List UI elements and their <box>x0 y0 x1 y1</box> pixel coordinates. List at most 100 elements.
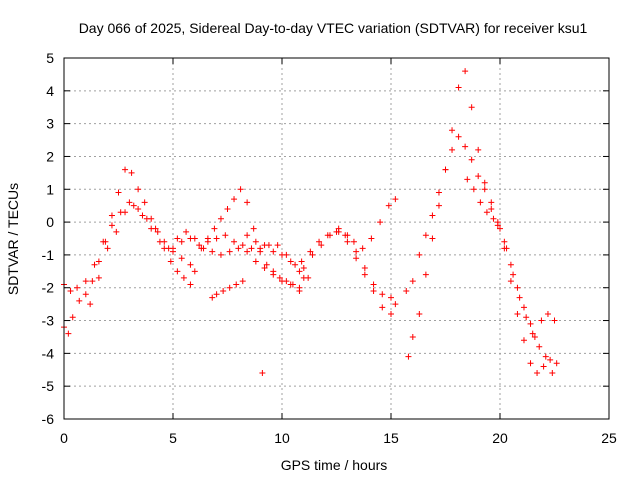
data-point <box>488 205 495 212</box>
data-point <box>122 209 129 216</box>
data-point <box>553 360 560 367</box>
data-point <box>455 84 462 91</box>
data-point <box>108 212 115 219</box>
series-track-i <box>298 196 399 265</box>
data-point <box>104 245 111 252</box>
data-point <box>470 186 477 193</box>
data-point <box>368 235 375 242</box>
data-point <box>488 199 495 206</box>
data-point <box>226 248 233 255</box>
data-point <box>244 199 251 206</box>
data-point <box>409 333 416 340</box>
data-point <box>379 291 386 298</box>
series-track-g <box>244 232 312 281</box>
series-outlier <box>259 370 266 377</box>
series-track-f <box>209 278 246 301</box>
data-point <box>403 288 410 295</box>
data-point <box>222 232 229 239</box>
data-point <box>250 225 257 232</box>
data-point <box>455 133 462 140</box>
data-point <box>156 238 163 245</box>
data-point <box>274 242 281 249</box>
data-point <box>527 360 534 367</box>
data-point <box>261 242 268 249</box>
data-point <box>449 127 456 134</box>
data-point <box>514 284 521 291</box>
data-point <box>344 238 351 245</box>
data-point <box>538 317 545 324</box>
data-point <box>464 176 471 183</box>
data-point <box>507 261 514 268</box>
data-point <box>296 268 303 275</box>
data-point <box>481 179 488 186</box>
data-point <box>122 166 129 173</box>
data-point <box>174 235 181 242</box>
data-point <box>353 255 360 262</box>
data-point <box>191 268 198 275</box>
data-point <box>283 278 290 285</box>
data-point <box>300 265 307 272</box>
data-point <box>213 235 220 242</box>
data-point <box>263 261 270 268</box>
data-point <box>542 353 549 360</box>
data-point <box>69 314 76 321</box>
data-point <box>135 186 142 193</box>
data-point <box>141 199 148 206</box>
data-point <box>370 288 377 295</box>
data-point <box>148 225 155 232</box>
data-point <box>514 310 521 317</box>
data-point <box>359 245 366 252</box>
data-point <box>217 215 224 222</box>
data-point <box>475 173 482 180</box>
data-point <box>237 186 244 193</box>
data-point <box>536 343 543 350</box>
data-point <box>429 235 436 242</box>
data-point <box>89 278 96 285</box>
data-point <box>468 104 475 111</box>
x-tick-label: 0 <box>60 430 68 446</box>
data-point <box>187 235 194 242</box>
data-point <box>143 215 150 222</box>
data-point <box>516 294 523 301</box>
data-points <box>61 68 560 377</box>
data-point <box>520 337 527 344</box>
data-point <box>422 271 429 278</box>
data-point <box>95 274 102 281</box>
data-point <box>442 166 449 173</box>
data-point <box>503 245 510 252</box>
series-track-l <box>403 133 534 327</box>
data-point <box>259 370 266 377</box>
y-tick-label: -2 <box>42 280 55 296</box>
data-point <box>178 238 185 245</box>
data-point <box>405 353 412 360</box>
data-point <box>520 304 527 311</box>
series-track-b <box>61 199 194 295</box>
series-track-j <box>335 228 394 317</box>
data-point <box>296 288 303 295</box>
data-point <box>551 317 558 324</box>
y-tick-label: -5 <box>42 378 55 394</box>
y-tick-label: -3 <box>42 313 55 329</box>
data-point <box>388 294 394 301</box>
data-point <box>379 304 386 311</box>
data-point <box>377 219 384 226</box>
data-point <box>361 265 368 272</box>
data-point <box>549 370 556 377</box>
data-point <box>213 291 220 298</box>
y-tick-label: -6 <box>42 411 55 427</box>
data-point <box>108 222 115 229</box>
data-point <box>170 245 176 252</box>
data-point <box>87 301 94 308</box>
y-axis-label: SDTVAR / TECUs <box>5 183 21 295</box>
data-point <box>220 288 227 295</box>
data-point <box>244 232 251 239</box>
x-tick-label: 10 <box>274 430 290 446</box>
data-point <box>309 251 316 258</box>
data-point <box>292 261 299 268</box>
data-point <box>529 330 536 337</box>
data-point <box>510 271 517 278</box>
data-point <box>483 209 490 216</box>
data-point <box>392 301 399 308</box>
data-point <box>392 196 399 203</box>
